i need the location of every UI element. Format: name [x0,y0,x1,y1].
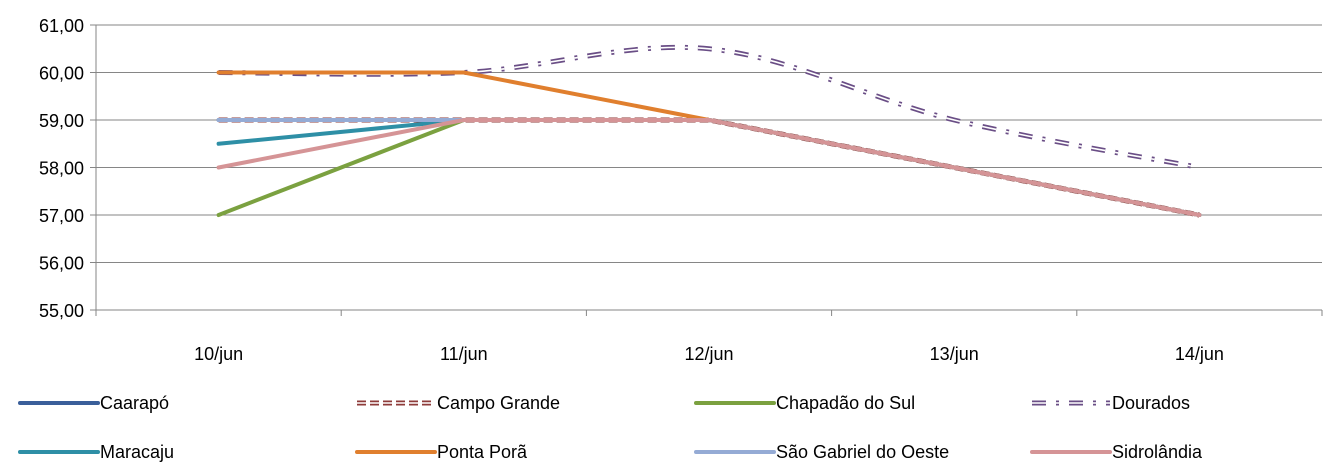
series-line [218,44,1200,170]
legend-item: São Gabriel do Oeste [694,442,949,462]
legend-label: Ponta Porã [437,442,528,462]
legend-label: Chapadão do Sul [776,393,915,413]
legend-label: Campo Grande [437,393,560,413]
series-lines [216,44,1202,218]
gridlines [90,24,1322,311]
series-line-inner [218,46,1200,169]
y-tick-label: 60,00 [39,64,84,84]
legend-item: Campo Grande [357,393,560,413]
legend-label: São Gabriel do Oeste [776,442,949,462]
y-tick-label: 57,00 [39,206,84,226]
legend-label: Caarapó [100,393,169,413]
axes: 55,00 56,00 57,00 58,00 59,00 60,00 61,00 10/ju… [39,16,1323,364]
x-tick-label: 12/jun [684,344,733,364]
legend-item: Maracaju [18,442,174,462]
series-3 [218,44,1200,170]
legend-label: Dourados [1112,393,1190,413]
x-tick-label: 11/jun [440,344,488,364]
legend: Caarapó Campo Grande Chapadão do Sul Dourad… [18,393,1203,462]
x-tick-label: 13/jun [930,344,979,364]
legend-item: Ponta Porã [355,442,528,462]
series-7 [216,118,1202,217]
y-tick-label: 58,00 [39,159,84,179]
y-tick-label: 61,00 [39,16,84,36]
series-line [216,70,1202,217]
y-tick-label: 55,00 [39,301,84,321]
series-line [216,118,1202,217]
legend-item: Caarapó [18,393,169,413]
y-tick-label: 56,00 [39,254,84,274]
legend-item: Sidrolândia [1030,442,1203,462]
y-tick-label: 59,00 [39,111,84,131]
legend-item: Dourados [1032,393,1190,413]
legend-item: Chapadão do Sul [694,393,915,413]
x-tick-label: 14/jun [1175,344,1224,364]
legend-label: Sidrolândia [1112,442,1203,462]
series-5 [216,70,1202,217]
legend-label: Maracaju [100,442,174,462]
x-tick-label: 10/jun [194,344,243,364]
